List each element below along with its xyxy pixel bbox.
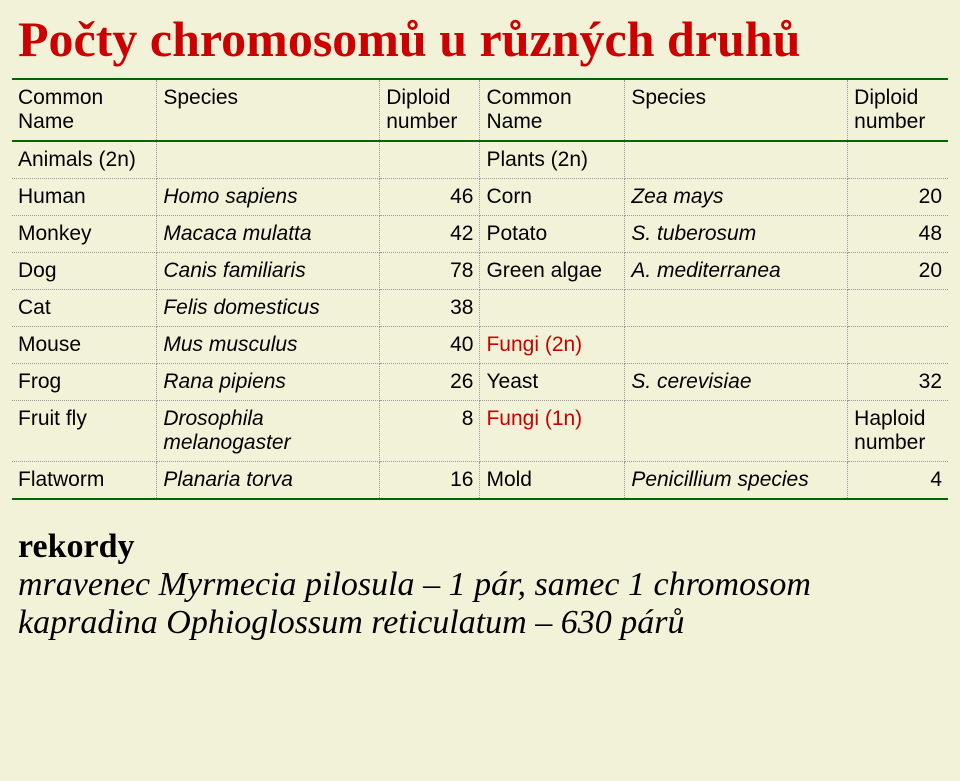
- cell-species: A. mediterranea: [625, 253, 848, 290]
- cell-num: [848, 327, 948, 364]
- cell-common: Mold: [480, 462, 625, 500]
- hdr-diploid-left: Diploid number: [380, 79, 480, 141]
- cell-common: [480, 290, 625, 327]
- cell-common: Mouse: [12, 327, 157, 364]
- cell-species: Felis domesticus: [157, 290, 380, 327]
- plants-header: Plants (2n): [480, 141, 625, 179]
- cell-num: 26: [380, 364, 480, 401]
- cell-species: [625, 290, 848, 327]
- cell-num: 78: [380, 253, 480, 290]
- cell-num: 40: [380, 327, 480, 364]
- cell-num: 48: [848, 216, 948, 253]
- hdr-common-right: Common Name: [480, 79, 625, 141]
- records-block: rekordy mravenec Myrmecia pilosula – 1 p…: [0, 500, 960, 642]
- table-header-row: Common Name Species Diploid number Commo…: [12, 79, 948, 141]
- cell-num: 20: [848, 179, 948, 216]
- fungi-1n-header: Fungi (1n): [480, 401, 625, 462]
- cell-common: Potato: [480, 216, 625, 253]
- page-title: Počty chromosomů u různých druhů: [0, 0, 960, 78]
- chromosome-table: Common Name Species Diploid number Commo…: [12, 78, 948, 500]
- table-row: Monkey Macaca mulatta 42 Potato S. tuber…: [12, 216, 948, 253]
- table-row: Cat Felis domesticus 38: [12, 290, 948, 327]
- cell-num: 46: [380, 179, 480, 216]
- cell-species: Canis familiaris: [157, 253, 380, 290]
- cell-species: Drosophila melanogaster: [157, 401, 380, 462]
- cell-common: Yeast: [480, 364, 625, 401]
- fungi-2n-header: Fungi (2n): [480, 327, 625, 364]
- cell-num: 32: [848, 364, 948, 401]
- cell-species: Rana pipiens: [157, 364, 380, 401]
- cell-common: Fruit fly: [12, 401, 157, 462]
- table-row: Human Homo sapiens 46 Corn Zea mays 20: [12, 179, 948, 216]
- cell-common: Dog: [12, 253, 157, 290]
- hdr-common-left: Common Name: [12, 79, 157, 141]
- animals-header: Animals (2n): [12, 141, 157, 179]
- table-row: Dog Canis familiaris 78 Green algae A. m…: [12, 253, 948, 290]
- cell-common: Monkey: [12, 216, 157, 253]
- cell-common: Flatworm: [12, 462, 157, 500]
- table-row: Mouse Mus musculus 40 Fungi (2n): [12, 327, 948, 364]
- cell-species: Planaria torva: [157, 462, 380, 500]
- records-heading: rekordy: [18, 528, 134, 565]
- cell-num: 4: [848, 462, 948, 500]
- hdr-species-left: Species: [157, 79, 380, 141]
- table-row: Frog Rana pipiens 26 Yeast S. cerevisiae…: [12, 364, 948, 401]
- cell-species: S. cerevisiae: [625, 364, 848, 401]
- hdr-diploid-right: Diploid number: [848, 79, 948, 141]
- cell-species: Penicillium species: [625, 462, 848, 500]
- cell-species: S. tuberosum: [625, 216, 848, 253]
- cell-num: 20: [848, 253, 948, 290]
- haploid-header: Haploid number: [848, 401, 948, 462]
- cell-num: 38: [380, 290, 480, 327]
- cell-common: Corn: [480, 179, 625, 216]
- cell-species: Mus musculus: [157, 327, 380, 364]
- hdr-species-right: Species: [625, 79, 848, 141]
- cell-common: Cat: [12, 290, 157, 327]
- cell-num: [848, 290, 948, 327]
- cell-species: Macaca mulatta: [157, 216, 380, 253]
- cell-species: Zea mays: [625, 179, 848, 216]
- cell-species: [625, 401, 848, 462]
- cell-num: 8: [380, 401, 480, 462]
- records-line2: kapradina Ophioglossum reticulatum – 630…: [18, 604, 684, 641]
- table-row: Fruit fly Drosophila melanogaster 8 Fung…: [12, 401, 948, 462]
- section-row: Animals (2n) Plants (2n): [12, 141, 948, 179]
- cell-common: Green algae: [480, 253, 625, 290]
- cell-species: [625, 327, 848, 364]
- table-row: Flatworm Planaria torva 16 Mold Penicill…: [12, 462, 948, 500]
- cell-num: 42: [380, 216, 480, 253]
- cell-num: 16: [380, 462, 480, 500]
- cell-common: Frog: [12, 364, 157, 401]
- records-line1: mravenec Myrmecia pilosula – 1 pár, same…: [18, 566, 811, 603]
- chromosome-table-wrap: Common Name Species Diploid number Commo…: [12, 78, 948, 500]
- cell-species: Homo sapiens: [157, 179, 380, 216]
- cell-common: Human: [12, 179, 157, 216]
